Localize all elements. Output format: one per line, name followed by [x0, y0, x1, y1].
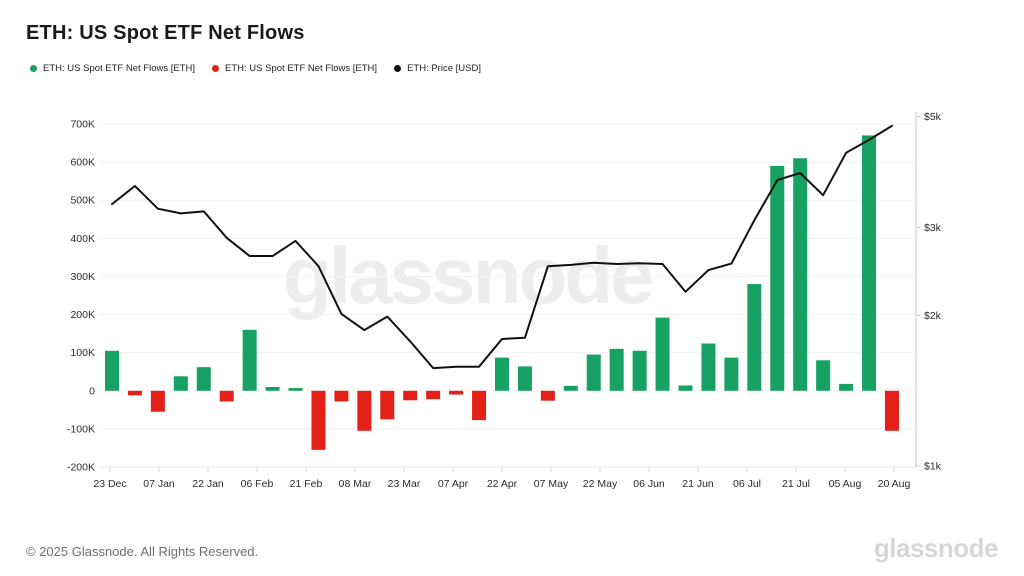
netflow-bar[interactable]: [426, 390, 441, 400]
x-axis-tick-label: 06 Jul: [733, 478, 761, 490]
netflow-bar[interactable]: [105, 350, 119, 391]
footer-copyright: © 2025 Glassnode. All Rights Reserved.: [26, 544, 259, 559]
x-axis-tick-label: 21 Feb: [290, 478, 323, 490]
left-axis-tick-label: 700K: [70, 119, 95, 131]
netflow-bar[interactable]: [219, 390, 234, 402]
netflow-bar[interactable]: [724, 357, 739, 391]
legend-item-2[interactable]: ETH: Price [USD]: [394, 63, 481, 74]
legend-label: ETH: US Spot ETF Net Flows [ETH]: [43, 63, 196, 74]
legend-label: ETH: Price [USD]: [407, 63, 481, 74]
x-axis-tick-label: 07 May: [534, 478, 569, 490]
netflow-bar[interactable]: [357, 390, 372, 431]
x-axis-tick-label: 22 Jan: [192, 478, 224, 490]
netflow-bar[interactable]: [150, 390, 165, 412]
right-axis-tick-label: $3k: [924, 222, 942, 234]
x-axis-tick-label: 07 Jan: [143, 478, 175, 490]
netflow-bar[interactable]: [127, 390, 142, 396]
netflow-bar[interactable]: [288, 388, 303, 391]
legend-item-1[interactable]: ETH: US Spot ETF Net Flows [ETH]: [212, 63, 377, 74]
netflow-bar[interactable]: [380, 390, 395, 420]
x-axis-tick-label: 07 Apr: [438, 478, 469, 490]
netflow-bar[interactable]: [494, 357, 509, 391]
netflow-bar[interactable]: [632, 350, 647, 391]
legend-label: ETH: US Spot ETF Net Flows [ETH]: [225, 63, 378, 74]
netflow-bar[interactable]: [563, 385, 578, 391]
page-title: ETH: US Spot ETF Net Flows: [26, 22, 305, 44]
x-axis-tick-label: 23 Mar: [388, 478, 421, 490]
x-axis-tick-label: 05 Aug: [829, 478, 862, 490]
netflow-bar[interactable]: [839, 383, 854, 391]
left-axis-tick-label: 100K: [70, 347, 95, 359]
netflow-bar[interactable]: [609, 348, 624, 391]
netflow-bar[interactable]: [793, 158, 808, 391]
netflow-bar[interactable]: [196, 367, 211, 391]
x-axis-tick-label: 22 May: [583, 478, 618, 490]
right-axis-tick-label: $5k: [924, 111, 942, 123]
glassnode-logo: glassnode: [873, 533, 999, 563]
x-axis-tick-label: 06 Feb: [241, 478, 274, 490]
right-axis-tick-label: $1k: [924, 461, 942, 473]
netflow-bar[interactable]: [472, 390, 487, 421]
netflow-bar[interactable]: [747, 284, 762, 391]
netflow-bar[interactable]: [403, 390, 418, 401]
left-axis-tick-label: 300K: [70, 271, 95, 283]
netflow-bar[interactable]: [655, 317, 670, 391]
netflow-bar[interactable]: [517, 366, 532, 391]
netflow-bar[interactable]: [586, 354, 601, 391]
netflow-bar[interactable]: [540, 390, 555, 401]
netflow-bar[interactable]: [701, 343, 716, 391]
legend-item-0[interactable]: ETH: US Spot ETF Net Flows [ETH]: [30, 63, 195, 74]
netflow-bar[interactable]: [770, 165, 785, 391]
netflow-bar[interactable]: [884, 390, 899, 431]
netflow-bar[interactable]: [678, 385, 693, 391]
netflow-bar[interactable]: [862, 135, 877, 391]
netflow-bar[interactable]: [816, 360, 831, 391]
x-axis-tick-label: 06 Jun: [633, 478, 665, 490]
netflow-bar[interactable]: [449, 390, 464, 395]
x-axis-tick-label: 20 Aug: [878, 478, 911, 490]
netflow-bar[interactable]: [173, 376, 188, 391]
x-axis-tick-label: 21 Jul: [782, 478, 810, 490]
right-axis-tick-label: $2k: [924, 310, 942, 322]
legend-dot-icon: [212, 65, 220, 72]
price-line[interactable]: [111, 124, 893, 370]
left-axis-tick-label: 400K: [70, 233, 95, 245]
left-axis-tick-label: -100K: [67, 423, 95, 435]
left-axis-tick-label: -200K: [67, 462, 95, 474]
x-axis-tick-label: 21 Jun: [682, 478, 714, 490]
netflow-bar[interactable]: [334, 390, 349, 402]
legend-dot-icon: [394, 65, 402, 72]
watermark: glassnode: [283, 231, 655, 320]
left-axis-tick-label: 500K: [70, 195, 95, 207]
netflow-bar[interactable]: [242, 329, 257, 391]
left-axis-tick-label: 0: [89, 385, 95, 397]
x-axis-tick-label: 08 Mar: [339, 478, 372, 490]
left-axis-tick-label: 600K: [70, 157, 95, 169]
netflow-bar[interactable]: [265, 386, 280, 391]
legend: ETH: US Spot ETF Net Flows [ETH] ETH: US …: [30, 63, 481, 74]
x-axis-tick-label: 22 Apr: [487, 478, 518, 490]
left-axis-tick-label: 200K: [70, 309, 95, 321]
netflow-bar[interactable]: [311, 390, 326, 450]
legend-dot-icon: [30, 65, 37, 72]
x-axis-tick-label: 23 Dec: [93, 478, 126, 490]
